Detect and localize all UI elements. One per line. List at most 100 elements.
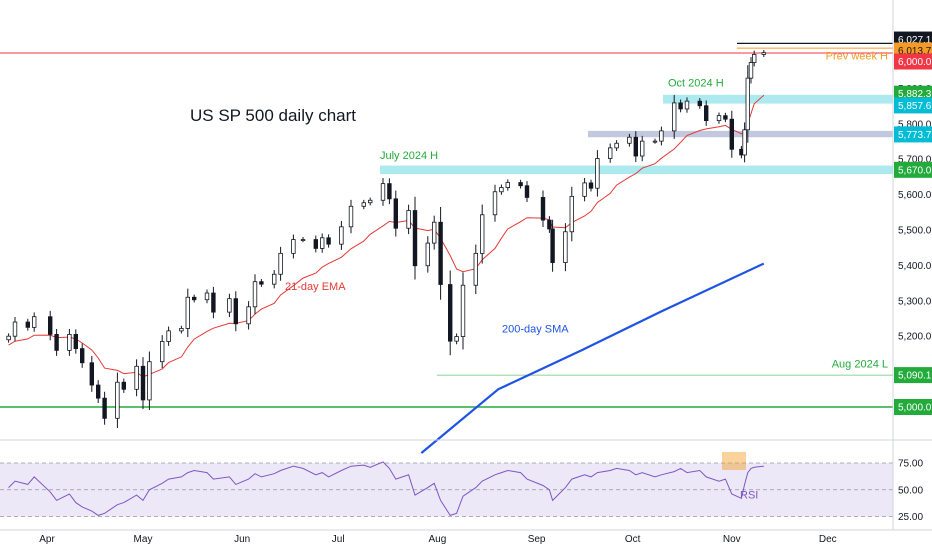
candle-body: [313, 239, 318, 249]
candle-body: [211, 292, 216, 313]
candle-body: [524, 185, 530, 198]
candle-body: [121, 381, 126, 390]
price-tag-label: 5,670.0: [898, 165, 932, 176]
candle-body: [697, 100, 702, 107]
candle-body: [518, 182, 523, 187]
moving-averages: [8, 94, 765, 454]
candle-body: [80, 348, 85, 364]
price-tick-label: 5,400.0: [898, 261, 932, 272]
month-label: Oct: [625, 534, 641, 545]
candle-body: [447, 284, 453, 342]
candle-body: [704, 105, 709, 122]
candle-body: [716, 115, 722, 122]
candle-body: [540, 197, 546, 221]
candle-body: [179, 328, 184, 332]
zone-july-high: [380, 165, 893, 175]
candle-body: [640, 140, 645, 157]
candle-body: [438, 221, 443, 285]
candle-body: [588, 182, 594, 189]
price-tick-label: 5,600.0: [898, 190, 932, 201]
candle-body: [633, 136, 638, 157]
rsi-tick-label: 50.00: [898, 485, 923, 496]
annotation-label: Aug 2024 L: [832, 358, 888, 370]
chart-title: US SP 500 daily chart: [190, 106, 356, 125]
price-tag: [894, 126, 932, 143]
candle-body: [761, 52, 766, 55]
price-tick-label: 5,500.0: [898, 226, 932, 237]
candle-body: [291, 239, 296, 254]
price-tag: [894, 161, 932, 178]
month-label: May: [134, 534, 153, 545]
candle-body: [550, 228, 555, 263]
candle-body: [140, 365, 146, 401]
candle-body: [361, 202, 366, 207]
annotation-label: Oct 2024 H: [668, 78, 724, 90]
price-tag: [894, 53, 932, 70]
annotation-label: July 2024 H: [380, 150, 438, 162]
candle-body: [387, 183, 392, 200]
month-label: Jul: [332, 534, 345, 545]
candle-body: [32, 316, 37, 328]
price-tag-label: 5,773.7: [898, 130, 932, 141]
rsi-highlight: [722, 452, 746, 470]
candle-body: [67, 334, 72, 351]
candle-body: [227, 298, 232, 313]
price-tick-label: 5,700.0: [898, 155, 932, 166]
candle-body: [460, 284, 466, 337]
candle-body: [684, 100, 690, 110]
candle-body: [278, 252, 283, 275]
candle-body: [742, 129, 747, 156]
price-tag: [894, 367, 932, 384]
candle-body: [96, 384, 101, 399]
price-tag-label: 6,000.0: [898, 57, 932, 68]
rsi-tick-label: 75.00: [898, 459, 923, 470]
price-labels: 6,027.16,013.76,000.0 5,882.35,857.6 5,773…: [894, 31, 932, 415]
annotations: July 2024 H Oct 2024 H Aug 2024 L Prev week…: [285, 50, 888, 501]
candle-body: [102, 397, 107, 419]
candle-body: [6, 335, 11, 341]
candle-body: [300, 239, 306, 241]
candle-body: [505, 182, 510, 188]
candle-body: [348, 205, 354, 228]
candle-body: [569, 195, 574, 233]
month-label: Dec: [819, 534, 837, 545]
zone-oct-high: [663, 94, 893, 104]
candle-body: [412, 210, 418, 267]
indicator-label: 21-day EMA: [285, 281, 346, 293]
candle-body: [166, 330, 171, 342]
candle-body: [652, 140, 658, 143]
candle-body: [159, 341, 165, 363]
candle-body: [115, 381, 120, 419]
indicator-label: 200-day SMA: [502, 324, 569, 336]
price-tag: [894, 399, 932, 415]
support-resistance-zones: [380, 94, 893, 175]
price-tick-label: 5,800.0: [898, 119, 932, 130]
candle-body: [259, 281, 264, 285]
rsi-tick-label: 25.00: [898, 512, 923, 523]
candle-body: [563, 231, 568, 263]
candle-body: [54, 334, 59, 351]
ema-line: [8, 94, 765, 378]
candle-body: [752, 54, 757, 63]
sma-line: [420, 262, 765, 454]
candle-body: [12, 321, 18, 337]
rsi-pane: 25.00 50.00 75.00: [0, 452, 923, 523]
rsi-line: [8, 461, 764, 516]
candle-body: [89, 362, 94, 386]
candle-body: [748, 62, 754, 79]
zone-5773: [588, 130, 893, 138]
indicator-label: RSI: [740, 489, 758, 501]
candle-body: [185, 296, 190, 329]
candle-body: [233, 298, 238, 325]
price-tag-label: 6,027.1: [898, 35, 932, 46]
candle-body: [393, 198, 398, 229]
time-axis: Apr May Jun Jul Aug Sep Oct Nov Dec: [0, 529, 932, 545]
candle-body: [454, 336, 459, 342]
candle-body: [147, 361, 152, 401]
candle-body: [672, 102, 677, 132]
price-tag-label: 5,090.1: [898, 371, 932, 382]
price-tag-label: 5,882.3: [898, 89, 932, 100]
candle-body: [627, 136, 632, 144]
